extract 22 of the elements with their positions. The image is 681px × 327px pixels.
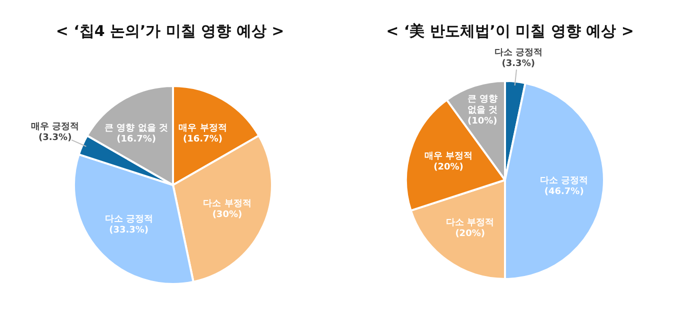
- slice-label: 다소 긍정적: [104, 214, 153, 225]
- data-label: (16.7%): [116, 134, 156, 144]
- data-label: (3.3%): [502, 58, 535, 69]
- data-label: (30%): [212, 210, 242, 220]
- data-label: (20%): [434, 162, 464, 172]
- slice-label: 다소 긍정적: [494, 48, 542, 58]
- slice-label: 큰 영향 없을 것: [467, 94, 498, 116]
- slice-label: 매우 긍정적: [31, 122, 80, 132]
- slice-label: 다소 부정적: [446, 218, 494, 228]
- slice-label: 다소 부정적: [203, 199, 252, 210]
- slice-label: 매우 부정적: [424, 151, 473, 162]
- slice-label: 큰 영향 없을 것: [104, 123, 168, 134]
- data-label: (16.7%): [183, 134, 222, 144]
- chart-title: < ‘美 반도체법’이 미칠 영향 예상 >: [385, 22, 635, 41]
- data-label: (46.7%): [544, 186, 584, 197]
- data-label: (10%): [467, 116, 498, 127]
- data-label: (20%): [455, 228, 485, 239]
- chart-title: < ‘칩4 논의’가 미칠 영향 예상 >: [54, 22, 286, 41]
- slice-label: 매우 부정적: [178, 123, 227, 134]
- data-label: (3.3%): [38, 132, 72, 143]
- data-label: (33.3%): [109, 226, 149, 236]
- slice-label: 다소 긍정적: [540, 176, 588, 186]
